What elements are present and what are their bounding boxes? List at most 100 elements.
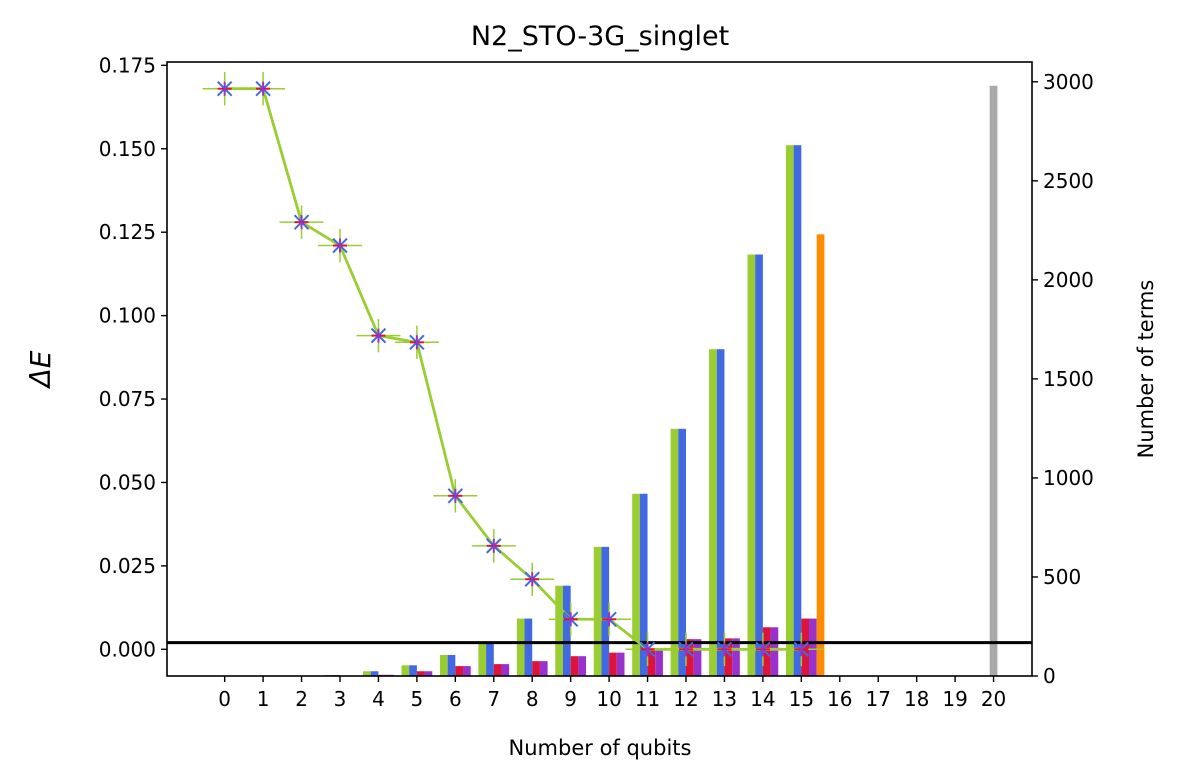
delta-e-point-q11 xyxy=(625,632,670,666)
bar-s3-q11 xyxy=(655,650,663,676)
delta-e-point-q4 xyxy=(356,318,401,353)
delta-e-point-q9 xyxy=(548,602,593,636)
delta-e-point-q12 xyxy=(664,632,708,666)
bar-s3-q9 xyxy=(578,656,587,676)
bar-s0-q11 xyxy=(632,493,640,676)
x-tick-label: 20 xyxy=(981,687,1006,711)
delta-e-point-q2 xyxy=(279,205,324,239)
bar-s0-q4 xyxy=(363,671,371,676)
bar-s2-q13 xyxy=(724,638,733,676)
bar-s2-q7 xyxy=(493,664,502,676)
y-tick-label: 0.050 xyxy=(99,470,156,494)
y-ticks: 0.000 0.025 0.050 0.075 0.100 0.125 0.150 0.175 xyxy=(99,53,167,661)
x-tick-label: 3 xyxy=(334,687,347,711)
x-tick-label: 6 xyxy=(449,687,462,711)
x-tick-label: 13 xyxy=(712,687,737,711)
x-tick-label: 17 xyxy=(865,687,890,711)
bar-s2-q11 xyxy=(647,650,656,676)
delta-e-point-q8 xyxy=(510,562,555,596)
bar-s2-q8 xyxy=(532,661,540,676)
bar-s0-q6 xyxy=(439,655,448,676)
x-tick-label: 15 xyxy=(789,687,814,711)
x-tick-label: 11 xyxy=(635,687,660,711)
x-tick-label: 18 xyxy=(904,687,929,711)
y2-axis-label: Number of terms xyxy=(1134,280,1158,459)
delta-e-point-q10 xyxy=(587,602,632,636)
bar-s1-q14 xyxy=(755,254,763,676)
y-tick-label: 0.000 xyxy=(99,637,156,661)
bar-s2-q15 xyxy=(801,618,810,676)
y-tick-label: 0.175 xyxy=(99,53,156,77)
y-tick-label: 0.100 xyxy=(99,304,156,328)
x-tick-label: 16 xyxy=(827,687,852,711)
delta-e-point-q5 xyxy=(394,325,439,359)
x-tick-label: 10 xyxy=(596,687,621,711)
bar-s2-q12 xyxy=(686,639,694,676)
delta-e-point-q13 xyxy=(702,632,747,666)
bar-s0-q7 xyxy=(478,643,487,676)
y2-tick-label: 2000 xyxy=(1043,268,1094,292)
x-tick-label: 5 xyxy=(411,687,424,711)
y2-tick-label: 3000 xyxy=(1043,70,1094,94)
y2-tick-label: 500 xyxy=(1043,565,1081,589)
x-tick-label: 19 xyxy=(942,687,967,711)
delta-e-point-q3 xyxy=(318,228,362,263)
bar-s1-q10 xyxy=(601,546,610,676)
bar-s3-q8 xyxy=(539,661,548,676)
bar-s3-q12 xyxy=(693,639,702,676)
bar-s0-q12 xyxy=(670,428,679,676)
bar-s0-q9 xyxy=(555,585,563,676)
delta-e-point-q14 xyxy=(740,632,785,666)
x-tick-label: 12 xyxy=(673,687,698,711)
y-tick-label: 0.150 xyxy=(99,137,156,161)
y2-tick-label: 2500 xyxy=(1043,169,1094,193)
single-bar-1 xyxy=(989,85,998,676)
x-tick-label: 14 xyxy=(750,687,775,711)
delta-e-series-layer xyxy=(202,72,824,666)
x-tick-label: 8 xyxy=(526,687,539,711)
bar-s3-q6 xyxy=(463,666,471,676)
y2-ticks: 0 500 1000 1500 2000 2500 3000 xyxy=(1032,70,1094,688)
delta-e-point-q7 xyxy=(471,529,516,563)
bar-s0-q14 xyxy=(747,254,756,676)
bar-s3-q7 xyxy=(501,664,510,676)
plot-frame xyxy=(166,61,1033,677)
delta-e-point-q1 xyxy=(241,72,286,106)
bar-s1-q13 xyxy=(716,349,725,676)
bar-s1-q5 xyxy=(409,665,417,676)
bar-s2-q10 xyxy=(609,652,617,676)
bar-s2-q5 xyxy=(416,671,425,676)
bar-s0-q15 xyxy=(785,145,794,676)
bar-s0-q5 xyxy=(401,665,410,676)
bar-s3-q10 xyxy=(616,652,625,676)
y-tick-label: 0.075 xyxy=(99,387,156,411)
x-ticks: 0 1 2 3 4 5 6 7 8 9 10 11 12 13 14 15 16 17 18 19 20 xyxy=(218,676,1006,711)
bar-s1-q9 xyxy=(562,585,571,676)
x-tick-label: 9 xyxy=(564,687,577,711)
bar-s3-q5 xyxy=(424,671,433,676)
bar-s2-q9 xyxy=(570,656,579,676)
bar-s0-q10 xyxy=(593,546,602,676)
bar-s3-q15 xyxy=(809,618,817,676)
delta-e-point-q6 xyxy=(433,479,478,513)
bar-s1-q11 xyxy=(639,493,648,676)
bar-s1-q12 xyxy=(678,428,686,676)
bar-s1-q4 xyxy=(370,671,379,676)
x-tick-label: 0 xyxy=(218,687,231,711)
bar-s3-q13 xyxy=(732,638,740,676)
y2-tick-label: 0 xyxy=(1043,664,1056,688)
bar-s1-q7 xyxy=(486,643,494,676)
bar-s0-q8 xyxy=(516,618,525,676)
delta-e-point-q0 xyxy=(202,72,247,106)
x-tick-label: 1 xyxy=(257,687,270,711)
x-tick-label: 4 xyxy=(372,687,385,711)
bar-s1-q8 xyxy=(524,618,533,676)
x-axis-label: Number of qubits xyxy=(509,736,692,760)
y-tick-label: 0.025 xyxy=(99,554,156,578)
bar-s3-q14 xyxy=(770,627,779,676)
bars-layer xyxy=(286,85,998,676)
y2-tick-label: 1500 xyxy=(1043,367,1094,391)
single-bar-0 xyxy=(816,234,825,676)
